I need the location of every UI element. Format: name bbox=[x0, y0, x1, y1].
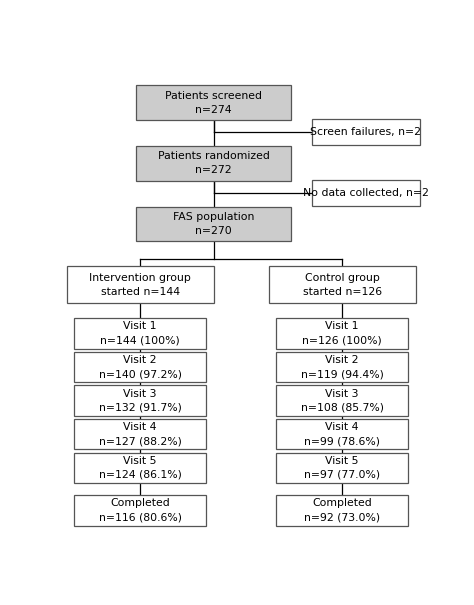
Text: Visit 3
n=132 (91.7%): Visit 3 n=132 (91.7%) bbox=[99, 388, 182, 413]
Text: Visit 5
n=124 (86.1%): Visit 5 n=124 (86.1%) bbox=[99, 456, 182, 480]
Text: Patients randomized
n=272: Patients randomized n=272 bbox=[157, 151, 270, 175]
Text: Intervention group
started n=144: Intervention group started n=144 bbox=[89, 273, 191, 296]
Bar bbox=[66, 266, 213, 303]
Text: Visit 5
n=97 (77.0%): Visit 5 n=97 (77.0%) bbox=[304, 456, 380, 480]
Bar bbox=[276, 453, 408, 483]
Text: No data collected, n=2: No data collected, n=2 bbox=[303, 188, 429, 198]
Bar bbox=[137, 85, 291, 120]
Bar bbox=[276, 419, 408, 450]
Text: Visit 3
n=108 (85.7%): Visit 3 n=108 (85.7%) bbox=[301, 388, 383, 413]
Bar bbox=[276, 318, 408, 348]
Bar bbox=[74, 318, 206, 348]
Bar bbox=[276, 385, 408, 416]
Bar bbox=[137, 146, 291, 181]
Bar bbox=[74, 385, 206, 416]
Bar bbox=[312, 119, 420, 145]
Bar bbox=[74, 453, 206, 483]
Text: Control group
started n=126: Control group started n=126 bbox=[302, 273, 382, 296]
Bar bbox=[276, 352, 408, 382]
Text: Visit 1
n=144 (100%): Visit 1 n=144 (100%) bbox=[100, 321, 180, 345]
Bar bbox=[74, 419, 206, 450]
Text: Visit 1
n=126 (100%): Visit 1 n=126 (100%) bbox=[302, 321, 382, 345]
Text: Patients screened
n=274: Patients screened n=274 bbox=[165, 91, 262, 115]
Text: Screen failures, n=2: Screen failures, n=2 bbox=[310, 127, 421, 137]
Text: Completed
n=92 (73.0%): Completed n=92 (73.0%) bbox=[304, 499, 380, 523]
Text: Visit 2
n=119 (94.4%): Visit 2 n=119 (94.4%) bbox=[301, 355, 383, 379]
Bar bbox=[269, 266, 416, 303]
Text: Visit 2
n=140 (97.2%): Visit 2 n=140 (97.2%) bbox=[99, 355, 182, 379]
Text: Visit 4
n=99 (78.6%): Visit 4 n=99 (78.6%) bbox=[304, 422, 380, 446]
Text: Completed
n=116 (80.6%): Completed n=116 (80.6%) bbox=[99, 499, 182, 523]
Text: FAS population
n=270: FAS population n=270 bbox=[173, 212, 254, 236]
Bar bbox=[74, 352, 206, 382]
Text: Visit 4
n=127 (88.2%): Visit 4 n=127 (88.2%) bbox=[99, 422, 182, 446]
Bar bbox=[276, 495, 408, 526]
Bar bbox=[74, 495, 206, 526]
Bar bbox=[312, 180, 420, 206]
Bar bbox=[137, 206, 291, 241]
